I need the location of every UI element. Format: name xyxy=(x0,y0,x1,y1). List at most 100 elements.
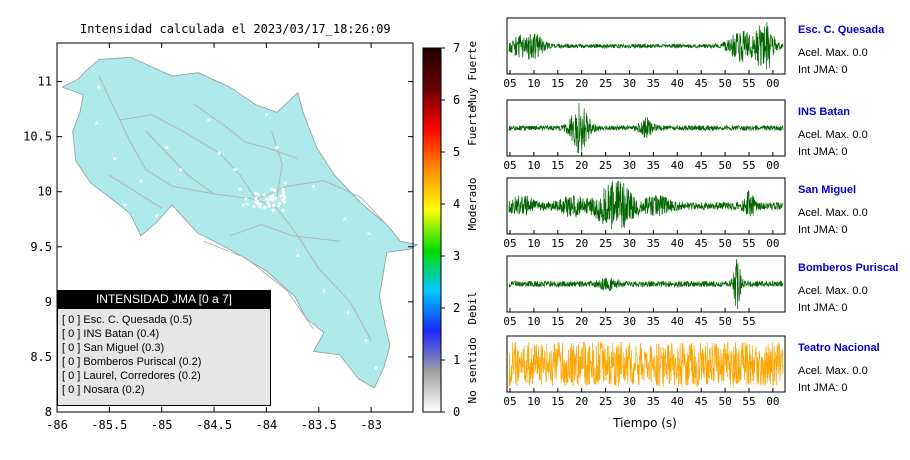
seismogram-tick-label: 10 xyxy=(527,159,540,172)
seismogram-x-label: Tiempo (s) xyxy=(612,416,677,430)
station-point xyxy=(113,157,117,161)
station-name: Bomberos Puriscal xyxy=(798,262,898,274)
station-point xyxy=(275,146,279,150)
station-acel-max: Acel. Max. 0.0 xyxy=(798,129,868,141)
station-int-jma: Int JMA: 0 xyxy=(798,146,848,158)
seismogram-tick-label: 20 xyxy=(575,77,588,90)
seismogram-tick-label: 30 xyxy=(623,77,636,90)
station-point xyxy=(283,181,287,185)
seismogram-tick-label: 55 xyxy=(742,77,755,90)
seismogram-tick-label: 15 xyxy=(551,237,564,250)
station-point xyxy=(282,190,286,194)
seismogram-tick-label: 35 xyxy=(647,77,660,90)
seismogram-tick-label: 55 xyxy=(742,315,755,328)
station-point xyxy=(202,236,206,240)
colorbar-category-label: Debil xyxy=(466,291,479,324)
map-y-tick-label: 8.5 xyxy=(30,350,52,364)
map-y-tick-label: 10.5 xyxy=(23,130,52,144)
road xyxy=(109,174,162,209)
map-y-tick-label: 11 xyxy=(38,75,52,89)
station-point xyxy=(270,198,275,202)
station-int-jma: Int JMA: 0 xyxy=(798,224,848,236)
road xyxy=(119,114,220,154)
station-point xyxy=(346,311,350,315)
map-x-tick-label: -84.5 xyxy=(196,418,232,432)
station-point xyxy=(233,168,237,172)
station-point xyxy=(238,187,242,191)
colorbar-tick-label: 2 xyxy=(453,301,460,315)
seismogram-tick-label: 55 xyxy=(742,395,755,408)
station-point xyxy=(179,168,183,172)
legend-title: INTENSIDAD JMA [0 a 7] xyxy=(57,290,271,309)
road xyxy=(255,180,388,226)
seismogram-tick-label: 20 xyxy=(575,315,588,328)
seismogram-tick-label: 40 xyxy=(671,315,684,328)
station-point xyxy=(269,187,274,191)
station-point xyxy=(274,196,278,200)
station-point xyxy=(267,204,271,208)
station-point xyxy=(252,204,256,208)
seismogram-tick-label: 30 xyxy=(623,237,636,250)
station-point xyxy=(343,217,347,221)
station-point xyxy=(367,232,371,236)
station-point xyxy=(165,146,169,150)
seismogram-tick-label: 10 xyxy=(527,77,540,90)
seismogram-tick-label: 50 xyxy=(718,237,731,250)
seismogram-tick-label: 50 xyxy=(718,159,731,172)
station-point xyxy=(139,179,143,183)
station-name: INS Batan xyxy=(798,106,850,118)
map-x-tick-label: -85 xyxy=(151,418,173,432)
colorbar-category-label: No sentido xyxy=(466,337,479,403)
station-point xyxy=(364,338,368,342)
seismogram-tick-label: 00 xyxy=(766,77,779,90)
map-x-tick-label: -86 xyxy=(46,418,68,432)
station-point xyxy=(322,289,326,293)
station-point xyxy=(282,200,287,204)
station-point xyxy=(245,202,249,206)
road xyxy=(203,240,314,330)
station-point xyxy=(272,203,276,207)
station-acel-max: Acel. Max. 0.0 xyxy=(798,285,868,297)
seismogram-tick-label: 15 xyxy=(551,395,564,408)
seismogram-tick-label: 35 xyxy=(647,159,660,172)
map-x-tick-label: -84 xyxy=(256,418,278,432)
colorbar-tick-label: 5 xyxy=(453,145,460,159)
road xyxy=(145,130,215,195)
colorbar-tick-label: 0 xyxy=(453,405,460,419)
seismogram-tick-label: 10 xyxy=(527,395,540,408)
seismogram-tick-label: 35 xyxy=(647,395,660,408)
map-frame xyxy=(56,42,414,413)
station-name: Teatro Nacional xyxy=(798,342,880,354)
colorbar-tick-label: 1 xyxy=(453,353,460,367)
station-point xyxy=(254,197,258,201)
seismogram-tick-label: 05 xyxy=(503,237,516,250)
map-x-tick-label: -85.5 xyxy=(91,418,127,432)
seismogram-tick-label: 35 xyxy=(647,237,660,250)
seismogram-tick-label: 30 xyxy=(623,315,636,328)
station-point xyxy=(264,113,268,117)
station-point xyxy=(262,205,267,210)
seismogram-tick-label: 40 xyxy=(671,395,684,408)
station-name: Esc. C. Quesada xyxy=(798,24,885,36)
station-int-jma: Int JMA: 0 xyxy=(798,64,848,76)
seismogram-tick-label: 25 xyxy=(599,77,612,90)
map-y-tick-label: 9 xyxy=(45,295,52,309)
seismogram-tick-label: 35 xyxy=(647,315,660,328)
seismogram-tick-label: 25 xyxy=(599,159,612,172)
station-point xyxy=(282,193,286,197)
station-acel-max: Acel. Max. 0.0 xyxy=(798,47,868,59)
seismogram-trace xyxy=(508,340,784,388)
station-int-jma: Int JMA: 0 xyxy=(798,382,848,394)
station-point xyxy=(244,197,248,201)
station-point xyxy=(281,187,285,192)
station-point xyxy=(279,194,283,198)
station-point xyxy=(123,203,127,207)
seismogram-tick-label: 20 xyxy=(575,395,588,408)
colorbar xyxy=(422,47,442,413)
seismogram-tick-label: 05 xyxy=(503,315,516,328)
map-x-tick-label: -83 xyxy=(360,418,382,432)
station-point xyxy=(271,208,275,212)
station-point xyxy=(273,188,277,192)
legend-item: [ 0 ] Esc. C. Quesada (0.5) xyxy=(62,314,193,326)
